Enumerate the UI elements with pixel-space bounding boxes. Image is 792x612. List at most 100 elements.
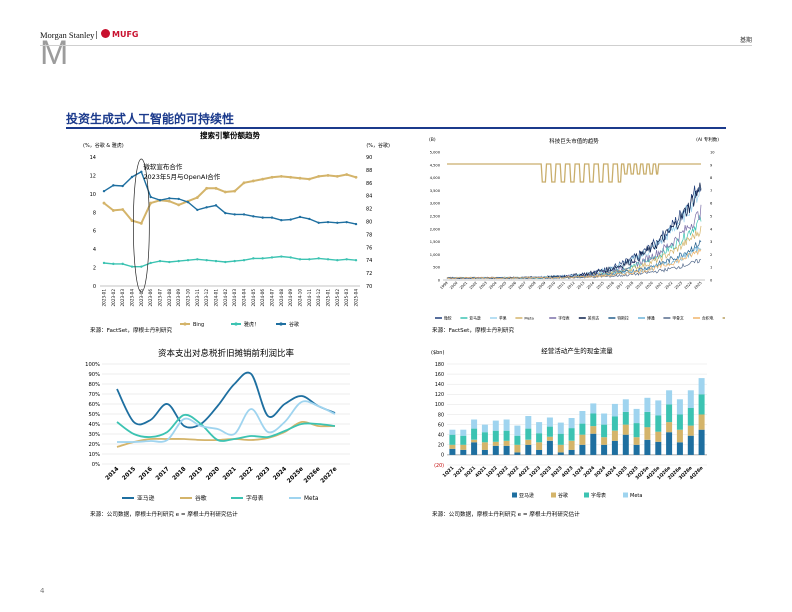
chart4-bar-1 — [481, 442, 488, 450]
chart2-right-tick-label: 3 — [710, 240, 712, 244]
chart1-point-1 — [336, 259, 339, 262]
chart4-y-axis-label: ($bn) — [431, 350, 444, 356]
chart3-legend-label: Meta — [304, 496, 319, 502]
chart1-point-0 — [121, 208, 125, 211]
chart1-right-tick-label: 72 — [366, 271, 372, 277]
chart1-x-tick-label: 2024-05 — [251, 289, 256, 307]
chart4-bar-1 — [698, 414, 705, 430]
chart4-bar-2 — [601, 424, 608, 438]
chart1-x-tick-label: 2024-06 — [260, 289, 265, 307]
chart1-x-tick-label: 2023-01 — [102, 289, 107, 307]
chart4-bar-2 — [633, 423, 640, 438]
chart3-x-tick-label: 2015 — [122, 466, 138, 482]
chart1-point-1 — [177, 259, 180, 263]
chart1-x-tick-label: 2024-08 — [279, 289, 284, 307]
chart3-x-tick-label: 2021 — [222, 466, 238, 482]
title-divider — [66, 127, 726, 129]
chart4-bar-1 — [579, 434, 586, 445]
chart4-bar-0 — [492, 445, 499, 455]
chart2-left-tick-label: 2,000 — [430, 227, 441, 231]
chart3-y-tick-label: 90% — [88, 372, 100, 378]
chart1-x-tick-label: 2025-01 — [326, 289, 331, 307]
chart4-bar-1 — [503, 440, 510, 446]
chart3-x-tick-label: 2017 — [155, 466, 171, 482]
chart2-legend-label: 博通 — [647, 316, 655, 321]
page-title: 投资生成式人工智能的可持续性 — [66, 112, 235, 126]
chart1-point-0 — [307, 177, 311, 181]
chart1-right-axis-label: (%，谷歌) — [366, 142, 390, 149]
chart1-x-tick-label: 2024-10 — [298, 289, 303, 307]
chart3-y-tick-label: 0% — [92, 462, 100, 468]
chart4-y-tick-label: 80 — [438, 412, 444, 418]
chart4-bar-2 — [536, 433, 543, 443]
chart1-x-tick-label: 2023-12 — [204, 289, 209, 307]
chart2-x-tick-label: 2021 — [654, 281, 663, 290]
chart1-point-1 — [280, 255, 283, 258]
chart1-point-0 — [177, 203, 181, 207]
chart4-bar-2 — [611, 416, 618, 431]
chart3-x-tick-label: 2019 — [189, 466, 205, 482]
chart2-left-tick-label: 3,500 — [430, 189, 441, 193]
chart1-point-0 — [205, 186, 209, 190]
chart4-bar-1 — [449, 444, 456, 449]
chart2-right-tick-label: 9 — [710, 163, 713, 167]
chart1-point-2 — [102, 189, 106, 193]
chart2-legend-label: 微软 — [444, 316, 452, 321]
chart4-bar-3 — [687, 390, 694, 408]
chart2-x-tick-label: 2004 — [488, 280, 498, 290]
chart1-legend-label: 谷歌 — [289, 321, 299, 328]
chart3-legend-label: 谷歌 — [195, 494, 207, 502]
chart4-bar-0 — [666, 432, 673, 455]
chart1-point-2 — [252, 215, 255, 218]
chart4-bar-3 — [492, 420, 499, 431]
chart2-x-tick-label: 2014 — [586, 280, 596, 290]
header-divider — [40, 45, 752, 46]
chart4-y-tick-label: 100 — [435, 402, 444, 408]
chart4-bar-2 — [557, 433, 564, 445]
chart2-x-tick-label: 2012 — [566, 281, 575, 290]
chart1-point-1 — [158, 259, 162, 263]
chart1-x-tick-label: 2023-09 — [176, 289, 181, 307]
chart4-bar-0 — [514, 452, 521, 455]
chart4-bar-3 — [557, 422, 564, 434]
chart2-right-tick-label: 4 — [710, 227, 713, 231]
chart1-x-tick-label: 2024-09 — [288, 289, 293, 307]
chart2-x-tick-label: 2020 — [645, 280, 655, 290]
chart2-x-tick-label: 2024 — [684, 280, 694, 290]
chart4-bar-3 — [590, 403, 597, 414]
chart3-y-tick-label: 60% — [88, 402, 100, 408]
chart1-point-2 — [326, 220, 330, 224]
chart1-x-tick-label: 2024-03 — [232, 289, 237, 307]
chart2-x-tick-label: 2022 — [664, 281, 673, 290]
chart3-series-line-3 — [116, 400, 336, 443]
chart1-point-1 — [214, 259, 218, 263]
chart1-point-1 — [242, 259, 246, 262]
chart1-left-tick-label: 12 — [90, 173, 96, 179]
chart1-point-0 — [214, 186, 218, 190]
chart4-bar-1 — [546, 436, 553, 441]
chart4-legend-label: 谷歌 — [558, 492, 568, 499]
chart1-left-tick-label: 6 — [93, 229, 96, 235]
chart1-point-0 — [111, 209, 115, 212]
chart2-x-tick-label: 2011 — [557, 281, 566, 290]
chart2-x-tick-label: 2008 — [527, 280, 537, 290]
chart1-x-tick-label: 2023-07 — [158, 289, 163, 307]
chart4-bar-1 — [536, 442, 543, 450]
chart2-legend-label: Meta — [524, 316, 533, 321]
chart2-legend-label: 英伟达 — [588, 316, 600, 321]
chart3-x-tick-label: 2024 — [272, 466, 288, 482]
chart1-x-tick-label: 2024-02 — [223, 289, 228, 307]
chart4-legend-label: Meta — [630, 493, 642, 499]
chart2-x-tick-label: 2010 — [547, 280, 557, 290]
chart2-x-tick-label: 2013 — [576, 281, 585, 290]
chart1-x-tick-label: 2024-07 — [270, 289, 275, 307]
chart1-series-line-1 — [103, 255, 357, 268]
chart3-series-line-1 — [116, 420, 336, 448]
chart2-legend-label: 台积电 — [702, 316, 714, 321]
cashflow-chart: 经营活动产生的现金流量 ($bn) (20) 0 20 40 60 80 100 120 140 16… — [431, 346, 707, 499]
chart1-left-tick-label: 8 — [93, 210, 96, 216]
chart3-x-tick-label: 2020 — [205, 466, 221, 482]
chart1-point-2 — [270, 216, 274, 219]
chart1-point-0 — [223, 190, 227, 194]
chart4-bar-1 — [633, 437, 640, 445]
